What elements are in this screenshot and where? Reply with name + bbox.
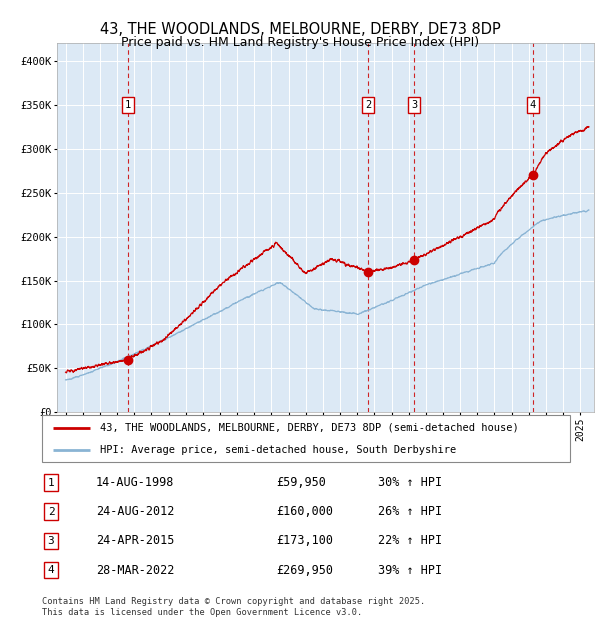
Text: 1: 1: [47, 477, 55, 488]
Text: 2: 2: [47, 507, 55, 517]
Text: £160,000: £160,000: [276, 505, 333, 518]
Text: 43, THE WOODLANDS, MELBOURNE, DERBY, DE73 8DP (semi-detached house): 43, THE WOODLANDS, MELBOURNE, DERBY, DE7…: [100, 423, 519, 433]
Text: 24-APR-2015: 24-APR-2015: [96, 534, 175, 547]
Text: 43, THE WOODLANDS, MELBOURNE, DERBY, DE73 8DP: 43, THE WOODLANDS, MELBOURNE, DERBY, DE7…: [100, 22, 500, 37]
Text: Contains HM Land Registry data © Crown copyright and database right 2025.
This d: Contains HM Land Registry data © Crown c…: [42, 598, 425, 617]
Text: 4: 4: [530, 100, 536, 110]
Text: 26% ↑ HPI: 26% ↑ HPI: [378, 505, 442, 518]
Text: 3: 3: [47, 536, 55, 546]
Text: 14-AUG-1998: 14-AUG-1998: [96, 476, 175, 489]
Text: 1: 1: [125, 100, 131, 110]
Text: £173,100: £173,100: [276, 534, 333, 547]
Text: £59,950: £59,950: [276, 476, 326, 489]
Text: 28-MAR-2022: 28-MAR-2022: [96, 564, 175, 577]
Text: 2: 2: [365, 100, 371, 110]
Text: 39% ↑ HPI: 39% ↑ HPI: [378, 564, 442, 577]
Text: 22% ↑ HPI: 22% ↑ HPI: [378, 534, 442, 547]
Text: 24-AUG-2012: 24-AUG-2012: [96, 505, 175, 518]
Text: 4: 4: [47, 565, 55, 575]
Text: 3: 3: [411, 100, 418, 110]
FancyBboxPatch shape: [42, 415, 570, 462]
Text: HPI: Average price, semi-detached house, South Derbyshire: HPI: Average price, semi-detached house,…: [100, 445, 457, 455]
Text: Price paid vs. HM Land Registry's House Price Index (HPI): Price paid vs. HM Land Registry's House …: [121, 36, 479, 49]
Text: 30% ↑ HPI: 30% ↑ HPI: [378, 476, 442, 489]
Text: £269,950: £269,950: [276, 564, 333, 577]
